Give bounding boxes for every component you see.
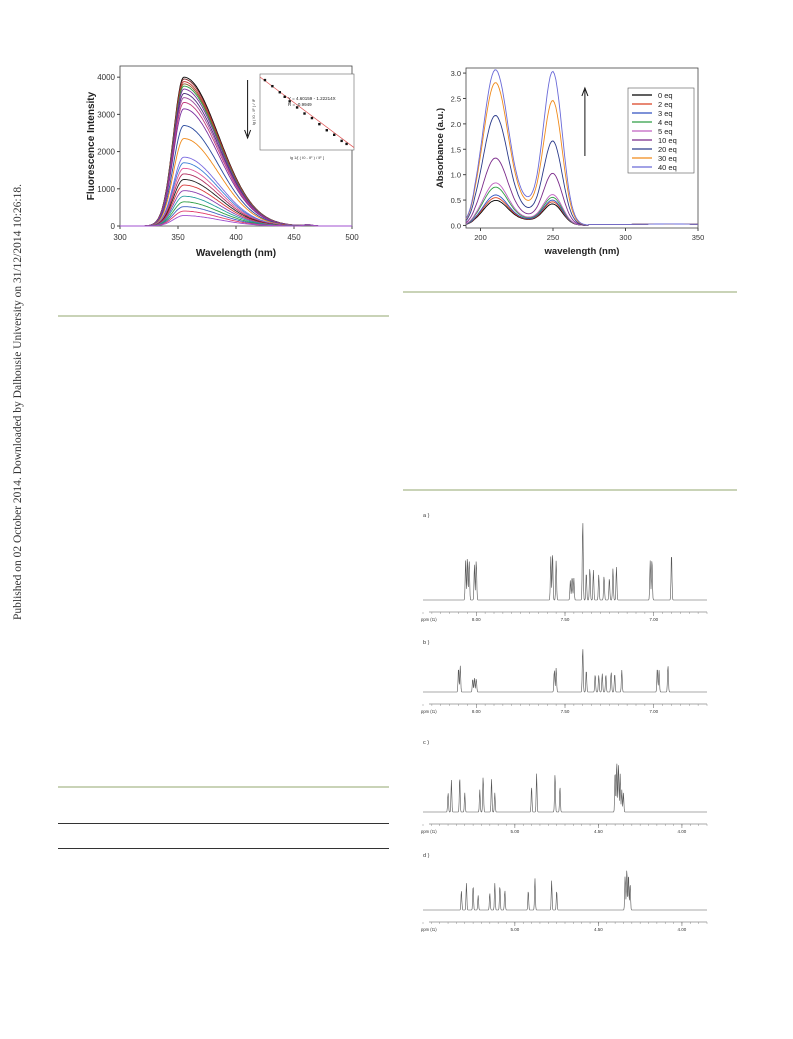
x-tick-label: 500 — [345, 233, 359, 242]
inset-point — [271, 84, 274, 88]
x-tick-label: 350 — [171, 233, 185, 242]
inset-point — [325, 129, 328, 132]
inset-point — [283, 95, 286, 98]
spectrum-label: c ) — [423, 740, 429, 746]
x-tick-label: 300 — [113, 233, 127, 242]
inset-point — [263, 78, 267, 82]
left-section-rule-2 — [58, 786, 389, 788]
right-section-rule-2 — [403, 489, 737, 491]
x-tick-label: 450 — [287, 233, 301, 242]
inset-point — [288, 100, 291, 103]
y-tick-label: 1.5 — [451, 145, 461, 154]
ppm-unit-label: ppm (t1) — [421, 927, 437, 932]
inset-point — [345, 142, 348, 146]
legend-label: 10 eq — [658, 136, 677, 145]
inset-point — [278, 91, 281, 94]
legend-label: 30 eq — [658, 154, 677, 163]
absorbance-series-line — [465, 69, 699, 226]
inset-point — [318, 122, 321, 126]
x-axis-label: Wavelength (nm) — [196, 248, 276, 259]
inset-point — [303, 112, 306, 115]
y-tick-label: 2.5 — [451, 94, 461, 103]
left-section-rule-1 — [58, 315, 389, 317]
y-axis-label: Fluorescence Intensity — [86, 91, 97, 200]
increase-arrow-head — [581, 86, 589, 97]
inset-point — [340, 139, 343, 143]
ppm-tick-label: 7.00 — [649, 709, 658, 714]
legend-label: 5 eq — [658, 127, 673, 136]
y-tick-label: 0.0 — [451, 221, 461, 230]
x-tick-label: 300 — [619, 233, 632, 242]
nmr-spectrum-a: a ) 8.00 7.50 7.00 ppm (t1) — [421, 513, 708, 622]
spectrum-label: a ) — [423, 513, 430, 519]
ppm-tick-label: 4.00 — [678, 927, 687, 932]
plot-frame — [465, 67, 699, 229]
y-tick-label: 4000 — [97, 73, 115, 82]
absorbance-series-line — [465, 199, 699, 226]
y-tick-label: 3.0 — [451, 69, 461, 78]
y-tick-label: 3000 — [97, 110, 115, 119]
inset-point — [310, 116, 314, 120]
x-axis-label: wavelength (nm) — [544, 246, 620, 257]
y-tick-label: 1.0 — [451, 171, 461, 180]
absorbance-chart: 200 250 300 350 0.0 0.5 1.0 1.5 2.0 2.5 3.0 wavelen… — [435, 67, 705, 257]
spectrum-trace — [423, 870, 707, 911]
ppm-unit-label: ppm (t1) — [421, 617, 437, 622]
inset-equation: Y = 4.60159 - 1.22214X — [288, 96, 336, 101]
spectrum-trace — [423, 523, 707, 601]
absorbance-series-line — [465, 186, 699, 226]
ppm-tick-label: 4.50 — [594, 927, 603, 932]
ppm-tick-label: 8.00 — [472, 617, 481, 622]
publication-side-note: Published on 02 October 2014. Downloaded… — [12, 183, 24, 620]
spectrum-label: d ) — [423, 853, 430, 859]
y-tick-label: 2000 — [97, 148, 115, 157]
ppm-tick-label: 4.50 — [594, 829, 603, 834]
absorbance-series-line — [465, 182, 699, 226]
nmr-spectrum-d: d ) 5.00 4.50 4.00 ppm (t1) — [421, 853, 708, 932]
ppm-tick-label: 8.00 — [472, 709, 481, 714]
x-tick-label: 200 — [474, 233, 487, 242]
y-tick-label: 0.5 — [451, 196, 461, 205]
legend-label: 0 eq — [658, 91, 673, 100]
x-tick-label: 400 — [229, 233, 243, 242]
legend-label: 20 eq — [658, 145, 677, 154]
y-tick-label: 0 — [111, 222, 116, 231]
nmr-spectrum-b: b ) 8.00 7.50 7.00 ppm (t1) — [421, 640, 708, 714]
inset-r-value: R = -0.9949 — [288, 102, 312, 107]
fluorescence-series-line — [120, 190, 352, 227]
y-tick-label: 1000 — [97, 185, 115, 194]
spectrum-trace — [423, 649, 707, 693]
y-axis-label: Absorbance (a.u.) — [435, 108, 446, 188]
x-tick-label: 350 — [692, 233, 705, 242]
ppm-unit-label: ppm (t1) — [421, 829, 437, 834]
ppm-tick-label: 4.00 — [678, 829, 687, 834]
legend-label: 4 eq — [658, 118, 673, 127]
nmr-spectrum-c: c ) 5.00 4.50 4.00 ppm (t1) — [421, 740, 708, 834]
ppm-tick-label: 7.00 — [649, 617, 658, 622]
spectrum-label: b ) — [423, 640, 430, 646]
inset-y-label: lg ( I0 - IF ) / IF — [251, 98, 256, 125]
y-tick-label: 2.0 — [451, 120, 461, 129]
fluorescence-chart: 300 350 400 450 500 0 1000 2000 3000 4000 Waveleng… — [86, 65, 359, 259]
ppm-tick-label: 5.00 — [510, 927, 519, 932]
ppm-unit-label: ppm (t1) — [421, 709, 437, 714]
right-section-rule-1 — [403, 291, 737, 293]
inset-point — [333, 133, 336, 136]
spectrum-trace — [423, 763, 707, 813]
ppm-tick-label: 7.50 — [561, 617, 570, 622]
legend-label: 40 eq — [658, 163, 677, 172]
fluorescence-series-line — [120, 156, 352, 227]
inset-x-label: lg 1/[ ( I0 - IF ) / IF ] — [290, 155, 324, 160]
ppm-tick-label: 5.00 — [510, 829, 519, 834]
x-tick-label: 250 — [547, 233, 560, 242]
legend-label: 2 eq — [658, 100, 673, 109]
ppm-tick-label: 7.50 — [561, 709, 570, 714]
table-bottom-rule — [58, 848, 389, 849]
legend-label: 3 eq — [658, 109, 673, 118]
table-top-rule — [58, 823, 389, 824]
inset-fit-line — [259, 76, 355, 148]
quench-arrow-head — [244, 129, 252, 140]
fluorescence-series-line — [120, 215, 352, 227]
inset-point — [295, 106, 299, 109]
